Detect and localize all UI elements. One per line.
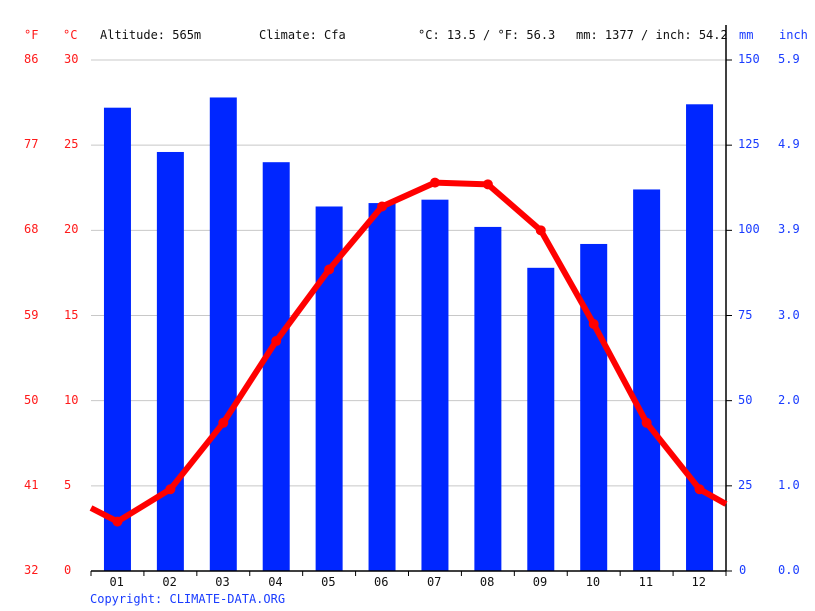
temperature-point: [324, 264, 335, 275]
celsius-tick-label: 30: [64, 52, 79, 66]
month-label: 05: [321, 575, 336, 589]
fahrenheit-tick-label: 50: [24, 392, 39, 407]
temperature-point: [588, 319, 599, 330]
precipitation-bar: [527, 267, 555, 571]
celsius-unit-label: °C: [63, 28, 78, 42]
mm-tick-label: 100: [738, 222, 760, 237]
month-label: 08: [479, 575, 495, 589]
precipitation-bar: [686, 104, 714, 571]
inch-tick-label: 4.9: [778, 137, 800, 152]
temperature-point: [112, 516, 123, 527]
temperature-point: [482, 179, 493, 190]
fahrenheit-tick-label: 41: [24, 477, 39, 492]
celsius-tick-label: 20: [64, 222, 79, 237]
precipitation-bar: [262, 162, 290, 571]
precipitation-bar: [421, 199, 449, 571]
mm-tick-label: 0: [739, 563, 747, 577]
month-label: 10: [585, 575, 601, 589]
climate-label: Climate: Cfa: [259, 28, 346, 42]
mm-tick-label: 50: [738, 392, 753, 407]
fahrenheit-unit-label: °F: [24, 28, 39, 42]
precipitation-total-label: mm: 1377 / inch: 54.2: [576, 28, 728, 42]
inch-unit-label: inch: [779, 28, 808, 42]
precipitation-bar: [474, 226, 502, 571]
altitude-label: Altitude: 565m: [100, 28, 202, 42]
temperature-point: [535, 225, 546, 236]
temperature-average-label: °C: 13.5 / °F: 56.3: [418, 28, 556, 42]
mm-tick-label: 150: [738, 52, 760, 66]
precipitation-bar: [580, 243, 608, 571]
temperature-point: [271, 336, 282, 347]
precipitation-bar: [633, 189, 661, 571]
temperature-line: [89, 179, 728, 525]
precipitation-bar: [103, 107, 131, 572]
temperature-point: [641, 417, 652, 428]
temperature-point: [165, 484, 176, 495]
inch-tick-label: 2.0: [778, 392, 800, 407]
mm-unit-label: mm: [739, 28, 754, 42]
mm-tick-label: 75: [738, 307, 753, 322]
celsius-tick-label: 25: [64, 137, 79, 152]
precipitation-bar: [209, 97, 237, 572]
fahrenheit-tick-label: 68: [24, 222, 39, 237]
mm-tick-label: 125: [738, 137, 760, 152]
temperature-point: [218, 417, 229, 428]
celsius-tick-label: 5: [64, 477, 72, 492]
fahrenheit-tick-label: 77: [24, 137, 39, 152]
inch-tick-label: 1.0: [778, 477, 800, 492]
temperature-point: [429, 177, 440, 188]
month-label: 03: [215, 575, 230, 589]
copyright-link[interactable]: Copyright: CLIMATE-DATA.ORG: [90, 592, 286, 606]
fahrenheit-tick-label: 86: [24, 52, 39, 66]
month-label: 11: [638, 575, 654, 589]
month-label: 07: [426, 575, 442, 589]
month-label: 04: [268, 575, 283, 589]
fahrenheit-tick-label: 32: [24, 563, 39, 577]
inch-tick-label: 3.9: [778, 222, 800, 237]
precipitation-bar: [156, 151, 184, 572]
celsius-tick-label: 15: [64, 307, 79, 322]
inch-tick-label: 0.0: [778, 563, 800, 577]
temperature-point: [377, 201, 388, 212]
temperature-point: [694, 484, 705, 495]
precipitation-bar: [368, 203, 396, 571]
month-label: 09: [532, 575, 548, 589]
month-label: 01: [109, 575, 124, 589]
inch-tick-label: 5.9: [778, 52, 800, 66]
celsius-tick-label: 0: [64, 563, 72, 577]
month-label: 12: [691, 575, 706, 589]
month-label: 06: [374, 575, 389, 589]
month-label: 02: [162, 575, 177, 589]
fahrenheit-tick-label: 59: [24, 307, 39, 322]
celsius-tick-label: 10: [64, 392, 79, 407]
mm-tick-label: 25: [738, 477, 753, 492]
inch-tick-label: 3.0: [778, 307, 800, 322]
